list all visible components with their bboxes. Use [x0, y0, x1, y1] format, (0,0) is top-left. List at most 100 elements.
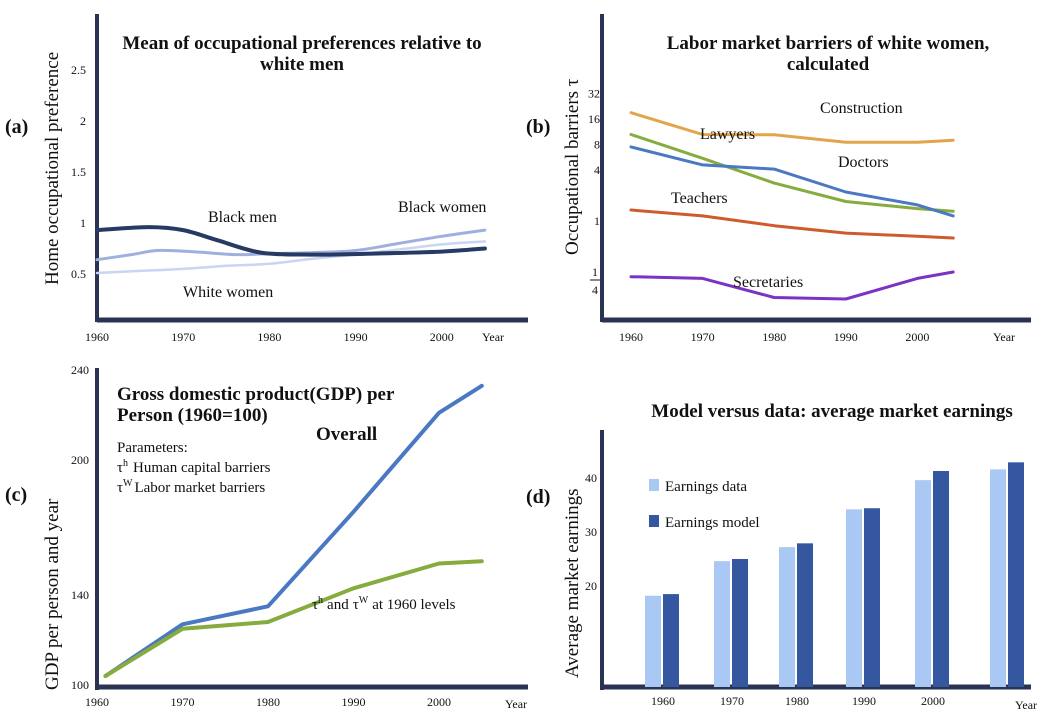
panel-a-letter: (a): [5, 116, 28, 138]
label-secretaries: Secretaries: [733, 274, 803, 291]
panel-a-home-preference: Mean of occupational preferences relativ…: [5, 14, 528, 344]
x-tick-1970: 1970: [720, 694, 744, 708]
x-tick-1980: 1980: [762, 330, 786, 344]
panel-b-occupational-barriers: Labor market barriers of white women, ca…: [526, 14, 1031, 344]
series-line-secretaries: [629, 270, 955, 301]
bar-earnings-model-1990: [864, 508, 880, 687]
panel-c-x-axis-label: Year: [505, 697, 527, 711]
y-tick-quarter-numerator: 1: [592, 265, 598, 279]
x-tick-1980: 1980: [257, 330, 281, 344]
panel-c-y-ticks: 100 140 200 240: [71, 363, 89, 692]
y-tick-quarter-denominator: 4: [592, 283, 598, 297]
x-tick-1980: 1980: [256, 695, 280, 709]
panel-c-y-axis-label: GDP per person and year: [42, 498, 63, 690]
y-tick-1: 1: [594, 214, 600, 228]
bar-earnings-model-year: [1008, 462, 1024, 687]
panel-a-x-axis-label: Year: [482, 330, 504, 344]
x-tick-2000: 2000: [905, 330, 929, 344]
panel-a-title-line-1: Mean of occupational preferences relativ…: [122, 33, 481, 54]
x-tick-1960: 1960: [651, 694, 675, 708]
y-tick-1: 1: [80, 216, 86, 230]
y-tick-32: 32: [588, 87, 600, 101]
series-line-overall: [103, 383, 484, 678]
x-tick-1960: 1960: [85, 695, 109, 709]
bar-earnings-data-1990: [846, 509, 862, 687]
panel-d-y-axis-label: Average market earnings: [562, 488, 583, 678]
y-tick-240: 240: [71, 363, 89, 377]
bar-earnings-model-1980: [797, 543, 813, 687]
label-construction: Construction: [820, 100, 903, 117]
panel-c-letter: (c): [5, 484, 27, 506]
panel-c-parameter-labor-market: τW Labor market barriers: [117, 478, 265, 496]
panel-b-letter: (b): [526, 116, 550, 138]
panel-a-series: [95, 225, 487, 275]
bar-earnings-data-1980: [779, 547, 795, 687]
x-tick-2000: 2000: [427, 695, 451, 709]
y-tick-0-5: 0.5: [71, 267, 86, 281]
legend-label-earnings-data: Earnings data: [665, 479, 747, 495]
series-line-teachers: [629, 208, 955, 240]
x-tick-1990: 1990: [342, 695, 366, 709]
bar-earnings-data-1970: [714, 561, 730, 687]
panel-c-title-line-1: Gross domestic product(GDP) per: [117, 384, 395, 405]
legend-swatch-earnings-model: [649, 515, 659, 527]
y-tick-20: 20: [585, 579, 597, 593]
label-doctors: Doctors: [838, 154, 889, 171]
series-line-black-men: [95, 225, 487, 257]
panel-b-title-line-2: calculated: [787, 54, 870, 75]
panel-a-y-ticks: 0.5 1 1.5 2 2.5: [71, 63, 86, 281]
bar-earnings-model-1960: [663, 594, 679, 687]
y-tick-100: 100: [71, 678, 89, 692]
panel-b-y-tick-quarter: 1 4: [590, 265, 600, 297]
panel-c-gdp-per-person: Gross domestic product(GDP) per Person (…: [5, 363, 528, 711]
panel-c-series: [103, 383, 484, 678]
x-tick-1990: 1990: [834, 330, 858, 344]
bar-earnings-model-2000: [933, 470, 949, 687]
panel-d-y-ticks: 20 30 40: [585, 471, 597, 593]
panel-d-x-ticks: 1960 1970 1980 1990 2000 Year: [651, 694, 1037, 711]
label-black-women: Black women: [398, 199, 486, 216]
y-tick-8: 8: [594, 138, 600, 152]
y-tick-1-5: 1.5: [71, 165, 86, 179]
legend-label-earnings-model: Earnings model: [665, 515, 760, 531]
panel-d-title: Model versus data: average market earnin…: [651, 401, 1012, 422]
legend-swatch-earnings-data: [649, 479, 659, 491]
panel-a-x-ticks: 1960 1970 1980 1990 2000: [85, 330, 454, 344]
x-tick-2000: 2000: [921, 694, 945, 708]
panel-d-letter: (d): [526, 486, 550, 508]
y-tick-4: 4: [594, 163, 600, 177]
x-tick-1970: 1970: [171, 330, 195, 344]
bar-earnings-data-1960: [645, 595, 661, 687]
label-1960-levels: τh and τW at 1960 levels: [312, 595, 456, 613]
label-black-men: Black men: [208, 209, 277, 226]
series-line-at-1960-levels: [103, 559, 484, 678]
x-tick-1970: 1970: [691, 330, 715, 344]
panel-b-y-axis-label: Occupational barriers τ: [562, 78, 583, 255]
panel-b-x-axis-label: Year: [993, 330, 1015, 344]
panel-c-parameter-human-capital: τh Human capital barriers: [117, 458, 271, 476]
panel-b-x-ticks: 1960 1970 1980 1990 2000: [619, 330, 929, 344]
series-line-lawyers: [629, 133, 955, 213]
y-tick-2: 2: [80, 114, 86, 128]
panel-d-bars: [645, 462, 1024, 687]
panel-a-y-axis-label: Home occupational preference: [42, 52, 63, 285]
bar-earnings-data-2000: [915, 480, 931, 687]
y-tick-30: 30: [585, 525, 597, 539]
x-tick-1980: 1980: [785, 694, 809, 708]
y-tick-40: 40: [585, 471, 597, 485]
x-tick-1990: 1990: [852, 694, 876, 708]
panel-d-legend: Earnings data Earnings model: [649, 479, 760, 531]
label-white-women: White women: [183, 284, 273, 301]
series-line-doctors: [629, 145, 955, 218]
bar-earnings-model-1970: [732, 559, 748, 687]
x-tick-1960: 1960: [85, 330, 109, 344]
panel-b-series: [629, 111, 955, 301]
x-tick-1960: 1960: [619, 330, 643, 344]
label-teachers: Teachers: [671, 190, 728, 207]
panel-a-title-line-2: white men: [260, 54, 344, 75]
y-tick-16: 16: [588, 112, 600, 126]
x-tick-1990: 1990: [344, 330, 368, 344]
panel-b-y-ticks: 1 4 8 16 32: [588, 87, 600, 229]
panel-c-x-ticks: 1960 1970 1980 1990 2000: [85, 695, 451, 709]
